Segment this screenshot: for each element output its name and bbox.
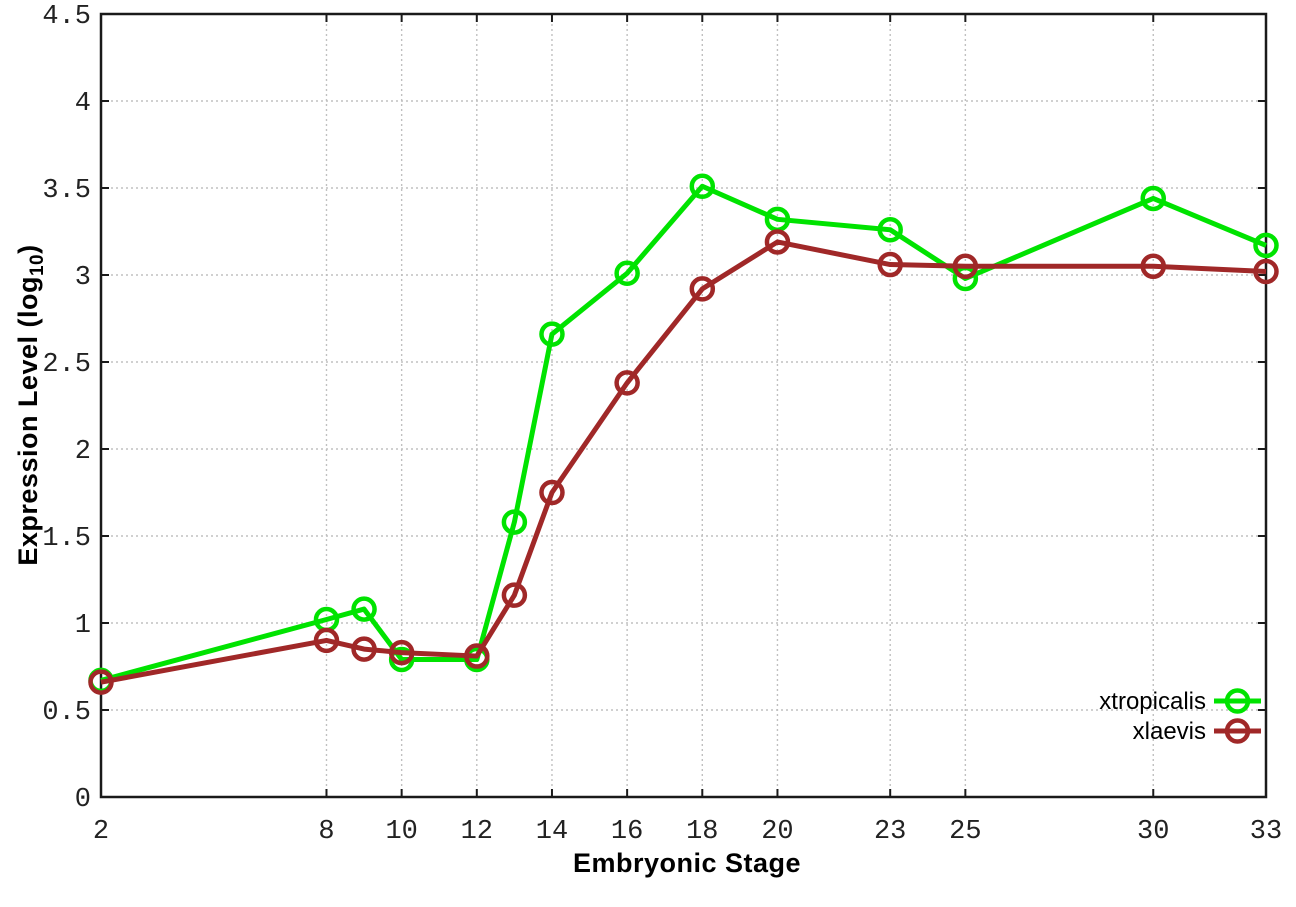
x-tick-label: 25 [949,817,981,847]
data-point-xlaevis [464,643,490,669]
data-point-xlaevis [501,582,528,608]
data-point-xlaevis [351,636,377,662]
y-axis-title: Expression Level (log10) [13,244,49,565]
y-tick-label: 3.5 [42,176,91,206]
data-point-xlaevis [764,229,791,255]
y-tick-label: 4 [75,89,91,119]
y-axis-title-close-paren: ) [12,244,43,254]
data-point-xlaevis [614,370,640,396]
data-point-xtropicalis [351,596,377,622]
x-tick-label: 14 [536,817,568,847]
data-point-xtropicalis [614,260,640,287]
legend-sample-marker-xtropicalis [1224,688,1251,714]
legend-sample-marker-xlaevis [1224,718,1251,744]
x-tick-label: 23 [874,817,906,847]
y-tick-label: 4.5 [42,2,91,32]
data-point-xtropicalis [539,321,565,347]
data-point-xlaevis [313,627,340,654]
x-tick-label: 10 [385,817,417,847]
y-axis-title-main: Expression Level (log [12,276,43,566]
data-point-xtropicalis [1253,232,1279,259]
data-point-xlaevis [388,639,415,666]
series-line-xtropicalis [100,183,1267,683]
y-tick-label: 3 [75,263,91,293]
y-tick-label: 0.5 [42,698,91,728]
data-point-xtropicalis [1140,185,1167,212]
data-point-xlaevis [877,251,903,278]
data-point-xlaevis [88,669,114,695]
data-point-xlaevis [1253,258,1279,285]
data-point-xlaevis [1140,253,1167,280]
x-tick-label: 12 [461,817,493,847]
data-point-xlaevis [952,253,979,280]
y-axis-title-subscript: 10 [27,253,49,277]
x-axis-title: Embryonic Stage [572,848,802,878]
x-tick-label: 20 [761,817,793,847]
data-point-xtropicalis [877,217,903,243]
plot-border [99,12,1268,799]
y-tick-label: 2.5 [42,350,91,380]
legend-label-xtropicalis: xtropicalis [1099,688,1206,715]
y-tick-label: 1.5 [42,524,91,554]
x-tick-label: 18 [686,817,718,847]
series-line-xlaevis [100,239,1267,685]
y-tick-label: 2 [75,437,91,467]
data-point-xlaevis [539,479,565,506]
x-tick-label: 33 [1250,817,1282,847]
data-point-xtropicalis [689,173,716,200]
y-tick-label: 1 [75,611,91,641]
x-tick-label: 8 [318,817,334,847]
legend-label-xlaevis: xlaevis [1133,718,1206,745]
data-point-xlaevis [689,276,716,302]
y-tick-label: 0 [75,785,91,815]
x-tick-label: 2 [93,817,109,847]
data-point-xtropicalis [501,509,528,535]
x-tick-label: 16 [611,817,643,847]
x-tick-label: 30 [1137,817,1169,847]
